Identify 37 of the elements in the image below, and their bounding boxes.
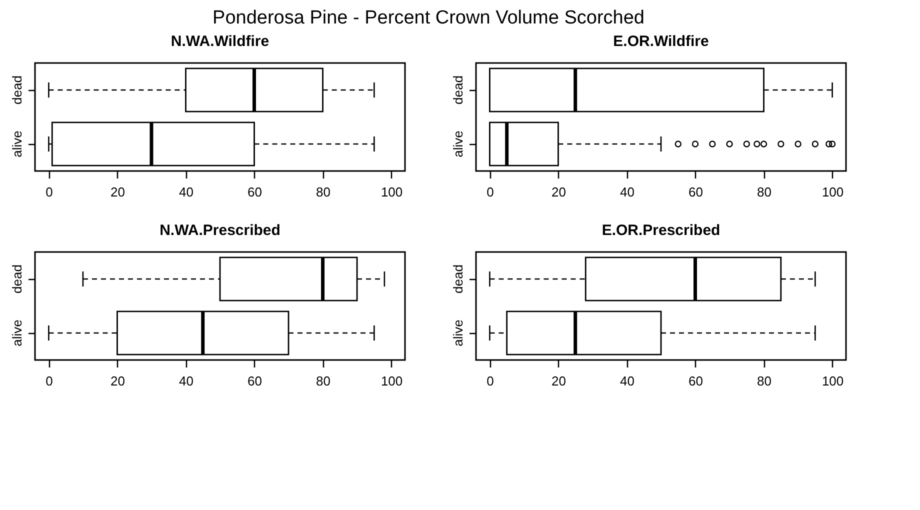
x-tick-label: 80 [757,374,772,388]
x-tick-label: 100 [380,184,403,200]
x-tick-label: 0 [486,184,494,200]
chart-title: E.OR.Prescribed [602,222,720,239]
y-tick-label: alive [10,130,24,158]
x-tick-label: 80 [316,184,331,200]
x-tick-label: 20 [110,184,125,200]
y-tick-label: dead [10,76,24,104]
x-tick-label: 0 [486,374,494,388]
x-tick-label: 0 [46,374,53,388]
x-tick-label: 0 [46,184,53,200]
y-tick-label: dead [450,264,466,294]
y-tick-label: dead [10,264,24,294]
x-tick-label: 40 [620,184,634,200]
y-tick-label: dead [450,76,466,104]
y-tick-label: alive [10,320,24,346]
x-tick-label: 60 [248,184,262,200]
x-tick-label: 80 [757,184,772,200]
x-tick-label: 20 [110,374,125,388]
x-tick-label: 40 [620,374,634,388]
text: Ponderosa Pine - Percent Crown Volume Scorched [212,7,644,28]
x-tick-label: 60 [688,374,703,388]
x-tick-label: 80 [316,374,331,388]
x-tick-label: 20 [551,374,566,388]
x-tick-label: 40 [179,184,194,200]
x-tick-label: 60 [248,374,262,388]
x-tick-label: 100 [380,374,403,388]
chart-title: E.OR.Wildfire [613,33,709,50]
x-tick-label: 40 [179,374,194,388]
y-tick-label: alive [450,130,466,158]
x-tick-label: 100 [822,374,844,388]
y-tick-label: alive [450,320,466,346]
x-tick-label: 20 [551,184,566,200]
x-tick-label: 100 [822,184,844,200]
x-tick-label: 60 [688,184,703,200]
chart-title: N.WA.Prescribed [160,222,280,239]
chart-title: N.WA.Wildfire [170,33,270,50]
